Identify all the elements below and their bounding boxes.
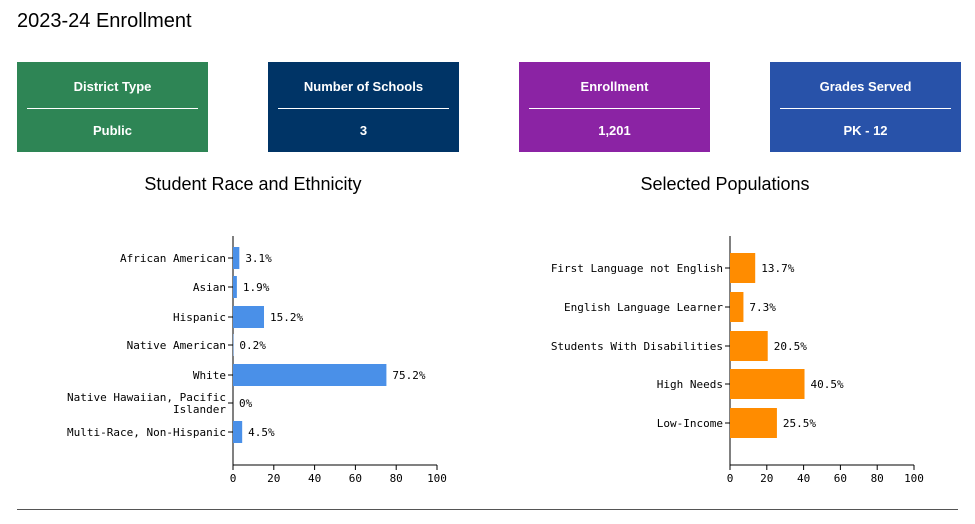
category-label: First Language not English xyxy=(551,262,723,275)
populations-chart-title: Selected Populations xyxy=(640,174,810,194)
card-number-of-schools: Number of Schools 3 xyxy=(268,62,459,152)
bar xyxy=(233,421,243,443)
card-label: District Type xyxy=(73,79,152,94)
card-divider xyxy=(780,108,951,109)
x-tick-label: 0 xyxy=(727,472,734,485)
category-label: Multi-Race, Non-Hispanic xyxy=(67,426,226,439)
page-divider xyxy=(17,509,958,510)
data-label: 0% xyxy=(239,397,253,410)
x-tick-label: 80 xyxy=(871,472,884,485)
card-value: PK - 12 xyxy=(843,123,888,138)
card-label: Enrollment xyxy=(580,79,649,94)
card-value: 3 xyxy=(359,123,368,138)
card-district-type: District Type Public xyxy=(17,62,208,152)
x-tick-label: 20 xyxy=(267,472,280,485)
data-label: 40.5% xyxy=(811,378,844,391)
x-tick-label: 100 xyxy=(904,472,924,485)
category-label: Low-Income xyxy=(657,417,723,430)
category-label: English Language Learner xyxy=(564,301,723,314)
card-enrollment: Enrollment 1,201 xyxy=(519,62,710,152)
card-label: Grades Served xyxy=(819,79,912,94)
data-label: 7.3% xyxy=(749,301,776,314)
race-ethnicity-chart: 0 20 40 60 80 100 African American 3.1% Asian 1.9… xyxy=(67,236,447,485)
category-label: Native American xyxy=(127,339,226,352)
data-label: 15.2% xyxy=(270,311,303,324)
bar xyxy=(730,253,756,283)
data-label: 20.5% xyxy=(774,340,807,353)
x-tick-label: 80 xyxy=(390,472,403,485)
card-grades-served: Grades Served PK - 12 xyxy=(770,62,961,152)
data-label: 75.2% xyxy=(392,369,425,382)
bar xyxy=(730,292,744,322)
x-tick-label: 0 xyxy=(230,472,237,485)
race-chart-title: Student Race and Ethnicity xyxy=(144,174,362,194)
card-label: Number of Schools xyxy=(303,79,424,94)
data-label: 0.2% xyxy=(239,339,266,352)
data-label: 1.9% xyxy=(243,281,270,294)
category-label: Islander xyxy=(173,403,226,416)
data-label: 25.5% xyxy=(783,417,816,430)
selected-populations-chart: 0 20 40 60 80 100 First Language not English 13… xyxy=(551,236,924,485)
card-divider xyxy=(278,108,449,109)
bar xyxy=(730,369,805,399)
card-divider xyxy=(27,108,198,109)
x-tick-label: 40 xyxy=(797,472,810,485)
page-title: 2023-24 Enrollment xyxy=(17,10,192,32)
data-label: 3.1% xyxy=(245,252,272,265)
bar xyxy=(233,247,240,269)
category-label: Native Hawaiian, Pacific xyxy=(67,391,226,404)
bar xyxy=(730,408,777,438)
x-tick-label: 60 xyxy=(349,472,362,485)
data-label: 4.5% xyxy=(248,426,275,439)
x-tick-label: 60 xyxy=(834,472,847,485)
category-label: White xyxy=(193,369,226,382)
category-label: African American xyxy=(120,252,226,265)
category-label: High Needs xyxy=(657,378,723,391)
category-label: Hispanic xyxy=(173,311,226,324)
bar xyxy=(730,331,768,361)
x-tick-label: 20 xyxy=(760,472,773,485)
bar xyxy=(233,276,237,298)
x-tick-label: 100 xyxy=(427,472,447,485)
category-label: Students With Disabilities xyxy=(551,340,723,353)
card-divider xyxy=(529,108,700,109)
bar xyxy=(233,306,265,328)
x-tick-label: 40 xyxy=(308,472,321,485)
data-label: 13.7% xyxy=(761,262,794,275)
card-value: Public xyxy=(92,123,132,138)
bar xyxy=(233,364,387,386)
card-value: 1,201 xyxy=(598,123,631,138)
category-label: Asian xyxy=(193,281,226,294)
